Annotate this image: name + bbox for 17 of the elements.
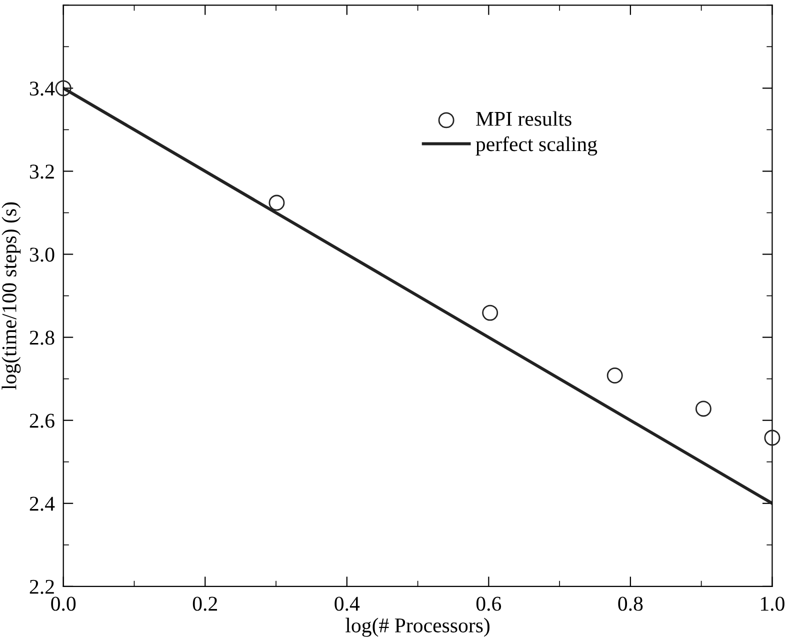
y-tick-label: 3.2 — [30, 164, 54, 179]
y-tick-label: 3.0 — [30, 248, 54, 262]
x-tick-label: 1.0 — [761, 596, 784, 611]
y-tick-label: 2.4 — [30, 496, 55, 511]
y-tick-label: 3.4 — [30, 82, 55, 96]
legend-label: MPI results — [476, 111, 572, 126]
x-tick-label: 0.6 — [476, 596, 502, 611]
x-axis-title: log(# Processors) — [346, 618, 490, 637]
y-tick-label: 2.2 — [30, 580, 54, 594]
y-tick-label: 2.6 — [30, 414, 54, 428]
x-tick-label: 0.0 — [51, 596, 76, 611]
legend-label: perfect scaling — [476, 136, 598, 156]
x-tick-label: 0.2 — [192, 596, 217, 611]
y-tick-label: 2.8 — [30, 330, 54, 345]
x-tick-label: 0.4 — [334, 596, 360, 611]
y-axis-title: log(time/100 steps) (s) — [2, 202, 21, 390]
x-tick-label: 0.8 — [618, 596, 643, 611]
